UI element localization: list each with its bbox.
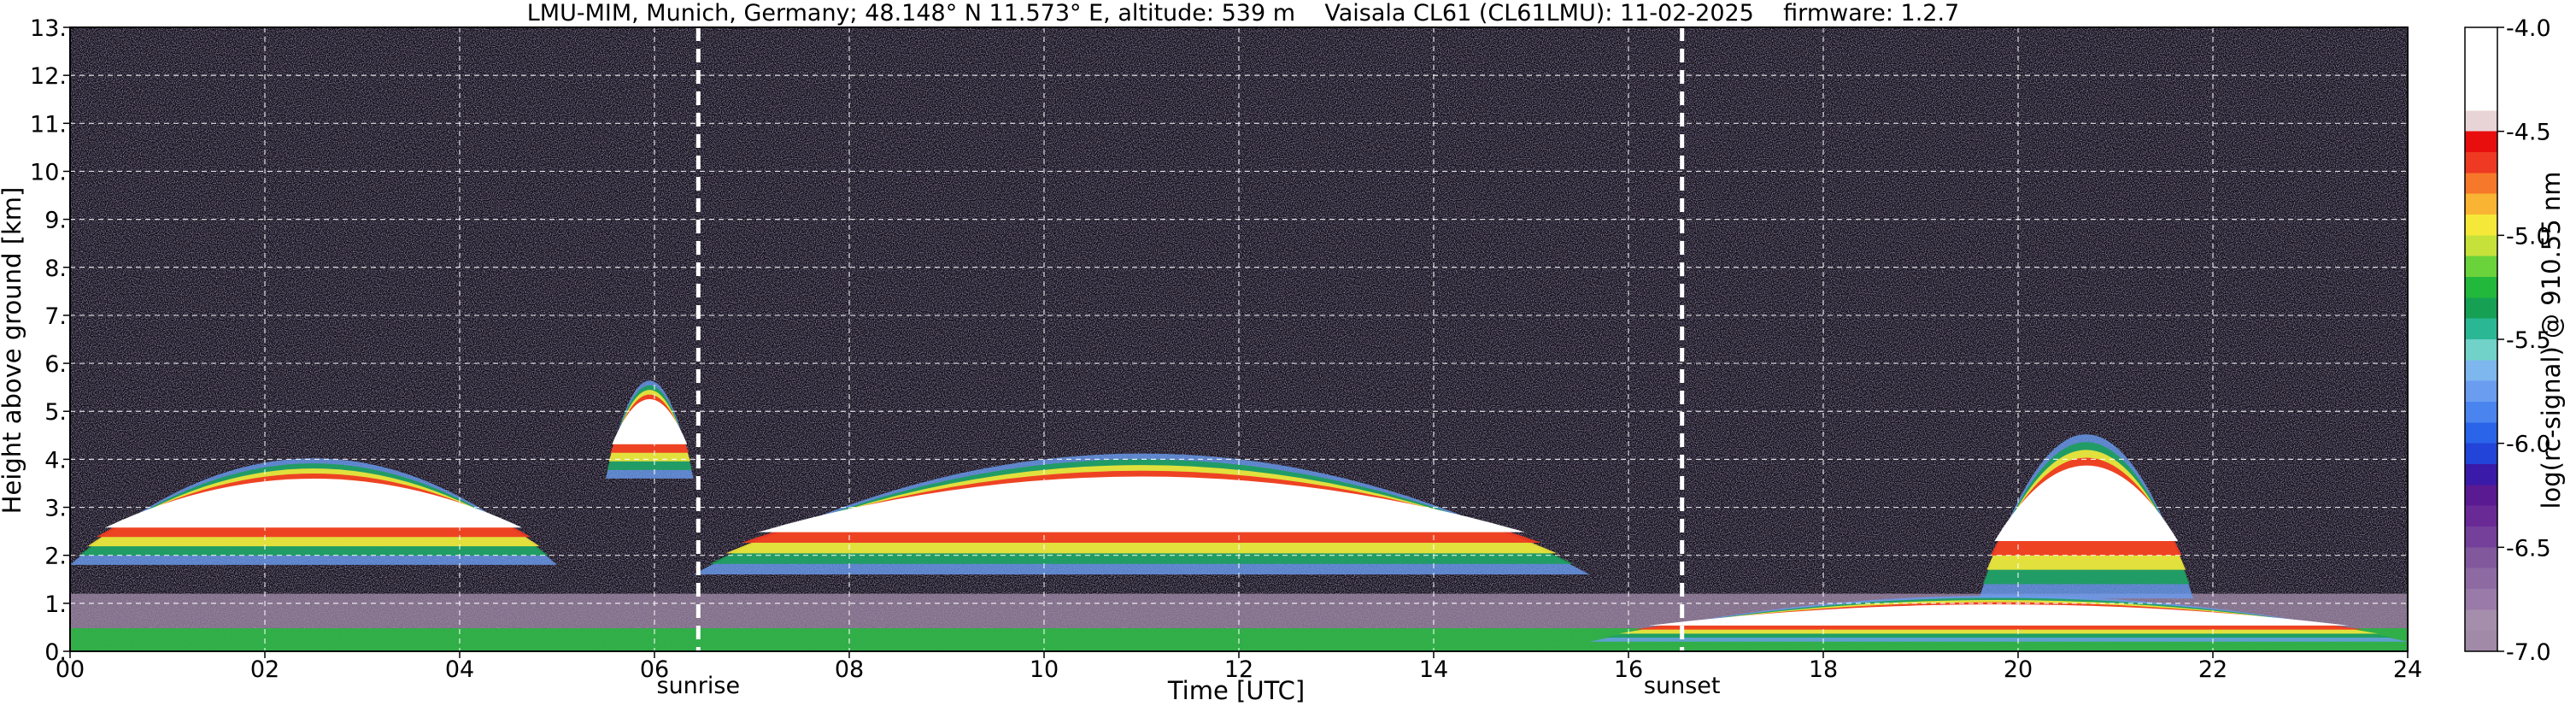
y-axis-label: Height above ground [km] xyxy=(0,187,26,515)
x-tick-label: 22 xyxy=(2198,656,2227,683)
chart-title: LMU-MIM, Munich, Germany; 48.148° N 11.5… xyxy=(527,0,1960,26)
y-tick-label: 7. xyxy=(44,303,67,330)
colorbar-tick-label: -5.5 xyxy=(2506,327,2551,354)
colorbar-tick-label: -7.0 xyxy=(2506,639,2551,666)
x-tick-label: 02 xyxy=(250,656,279,683)
event-label-sunset: sunset xyxy=(1644,673,1721,699)
colorbar xyxy=(2464,26,2498,652)
colorbar-label: log(rc-signal) @ 910.55 nm xyxy=(2537,171,2566,509)
y-tick-label: 0. xyxy=(44,639,67,666)
x-tick-label: 18 xyxy=(1809,656,1838,683)
elevated-layer-contour xyxy=(612,399,688,444)
y-tick-label: 9. xyxy=(44,208,67,234)
y-tick-label: 2. xyxy=(44,544,67,570)
x-tick-label: 12 xyxy=(1224,656,1253,683)
y-tick-label: 12. xyxy=(30,63,67,90)
x-tick-label: 08 xyxy=(835,656,864,683)
y-tick-label: 4. xyxy=(44,447,67,474)
x-tick-label: 00 xyxy=(56,656,85,683)
y-tick-label: 11. xyxy=(30,111,67,138)
y-tick-label: 1. xyxy=(44,591,67,618)
y-tick-label: 3. xyxy=(44,496,67,522)
aerosol-layer-contour xyxy=(105,478,522,528)
x-tick-label: 16 xyxy=(1614,656,1643,683)
x-tick-label: 06 xyxy=(640,656,669,683)
x-tick-label: 04 xyxy=(445,656,474,683)
x-tick-label: 24 xyxy=(2393,656,2422,683)
y-tick-label: 5. xyxy=(44,399,67,426)
y-tick-label: 6. xyxy=(44,351,67,378)
aerosol-layer-contour xyxy=(758,476,1525,532)
colorbar-tick-label: -6.5 xyxy=(2506,535,2551,562)
colorbar-tick-label: -6.0 xyxy=(2506,432,2551,458)
y-tick-label: 13. xyxy=(30,15,67,42)
y-tick-label: 10. xyxy=(30,159,67,185)
colorbar-tick-label: -4.0 xyxy=(2506,15,2551,42)
event-label-sunrise: sunrise xyxy=(657,673,741,699)
y-tick-label: 8. xyxy=(44,256,67,282)
colorbar-tick-label: -5.0 xyxy=(2506,223,2551,250)
x-tick-label: 10 xyxy=(1030,656,1059,683)
colorbar-tick-label: -4.5 xyxy=(2506,120,2551,146)
aerosol-layer-contour xyxy=(1994,465,2179,542)
x-tick-label: 14 xyxy=(1419,656,1448,683)
x-tick-label: 20 xyxy=(2004,656,2033,683)
x-axis-label: Time [UTC] xyxy=(1167,676,1305,705)
